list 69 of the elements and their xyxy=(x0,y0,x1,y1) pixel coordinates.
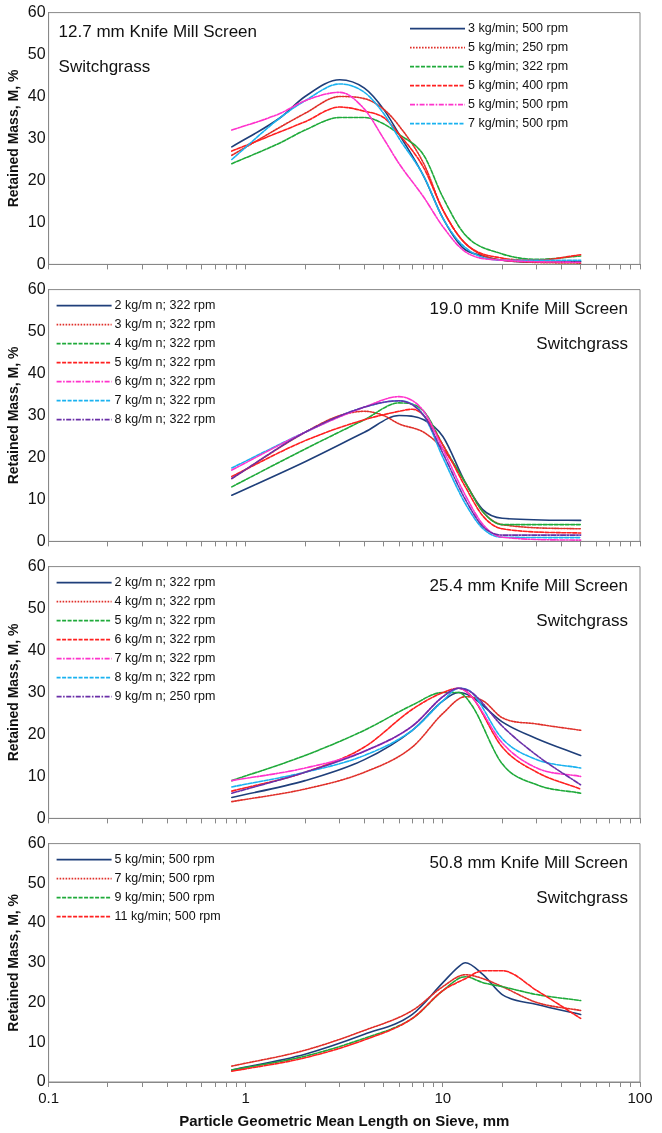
y-tick-label: 0 xyxy=(36,808,46,826)
y-tick-label: 0 xyxy=(36,254,46,272)
annotation: Switchgrass xyxy=(536,334,628,354)
y-tick-label: 20 xyxy=(27,170,46,188)
legend-label: 7 kg/min; 500 rpm xyxy=(468,116,569,131)
y-tick-label: 10 xyxy=(27,489,46,507)
legend-label: 5 kg/min; 250 rpm xyxy=(468,40,569,55)
y-tick-label: 30 xyxy=(27,405,46,423)
y-tick-label: 10 xyxy=(27,1032,46,1050)
annotation: Switchgrass xyxy=(536,888,628,908)
y-tick-label: 20 xyxy=(27,724,46,742)
legend-label: 5 kg/min; 500 rpm xyxy=(114,852,215,867)
legend-label: 7 kg/m n; 322 rpm xyxy=(114,393,216,408)
x-tick-label: 1 xyxy=(241,1089,250,1107)
y-tick-label: 40 xyxy=(27,363,46,381)
y-tick-label: 60 xyxy=(27,557,46,575)
y-tick-label: 30 xyxy=(27,953,46,971)
legend-label: 5 kg/min; 322 rpm xyxy=(468,59,569,74)
y-tick-label: 40 xyxy=(27,640,46,658)
legend-label: 9 kg/min; 500 rpm xyxy=(114,890,215,905)
x-axis-title: Particle Geometric Mean Length on Sieve, mm xyxy=(179,1112,510,1130)
legend-label: 3 kg/min; 500 rpm xyxy=(468,21,569,36)
legend-label: 3 kg/m n; 322 rpm xyxy=(114,317,216,332)
y-tick-label: 50 xyxy=(27,321,46,339)
annotation: Switchgrass xyxy=(58,57,151,77)
y-axis-title: Retained Mass, M, % xyxy=(5,623,22,762)
legend-label: 4 kg/m n; 322 rpm xyxy=(114,336,216,351)
y-tick-label: 60 xyxy=(27,3,46,21)
annotation: Switchgrass xyxy=(536,611,628,631)
legend-label: 6 kg/m n; 322 rpm xyxy=(114,632,216,647)
y-tick-label: 40 xyxy=(27,913,46,931)
legend-label: 7 kg/min; 500 rpm xyxy=(114,871,215,886)
y-tick-label: 0 xyxy=(36,531,46,549)
y-tick-label: 40 xyxy=(27,86,46,104)
y-axis-title: Retained Mass, M, % xyxy=(5,69,22,208)
y-tick-label: 0 xyxy=(36,1072,46,1090)
x-tick-label: 0.1 xyxy=(38,1089,60,1107)
legend-label: 9 kg/m n; 250 rpm xyxy=(114,689,216,704)
y-axis-title: Retained Mass, M, % xyxy=(5,346,22,485)
y-tick-label: 10 xyxy=(27,212,46,230)
y-tick-label: 50 xyxy=(27,873,46,891)
y-tick-label: 30 xyxy=(27,128,46,146)
y-tick-label: 50 xyxy=(27,598,46,616)
legend-label: 6 kg/m n; 322 rpm xyxy=(114,374,216,389)
legend-label: 2 kg/m n; 322 rpm xyxy=(114,575,216,590)
legend-label: 5 kg/min; 400 rpm xyxy=(468,78,569,93)
legend-label: 8 kg/m n; 322 rpm xyxy=(114,670,216,685)
legend-label: 5 kg/m n; 322 rpm xyxy=(114,613,216,628)
x-tick-label: 100 xyxy=(627,1089,653,1107)
y-tick-label: 10 xyxy=(27,766,46,784)
y-tick-label: 20 xyxy=(27,992,46,1010)
y-tick-label: 30 xyxy=(27,682,46,700)
text: 19.0 mm Knife Mill Screen xyxy=(429,299,628,319)
legend-label: 2 kg/m n; 322 rpm xyxy=(114,298,216,313)
y-tick-label: 50 xyxy=(27,44,46,62)
text: 12.7 mm Knife Mill Screen xyxy=(58,22,257,42)
legend-label: 5 kg/m n; 322 rpm xyxy=(114,355,216,370)
y-tick-label: 60 xyxy=(27,280,46,298)
legend-label: 11 kg/min; 500 rpm xyxy=(114,909,221,924)
x-tick-label: 10 xyxy=(434,1089,452,1107)
text: 25.4 mm Knife Mill Screen xyxy=(429,576,628,596)
y-tick-label: 60 xyxy=(27,834,46,852)
legend-label: 5 kg/min; 500 rpm xyxy=(468,97,569,112)
legend-label: 8 kg/m n; 322 rpm xyxy=(114,412,216,427)
text: 50.8 mm Knife Mill Screen xyxy=(429,853,628,873)
y-axis-title: Retained Mass, M, % xyxy=(5,893,22,1032)
y-tick-label: 20 xyxy=(27,447,46,465)
legend-label: 4 kg/m n; 322 rpm xyxy=(114,594,216,609)
legend-label: 7 kg/m n; 322 rpm xyxy=(114,651,216,666)
